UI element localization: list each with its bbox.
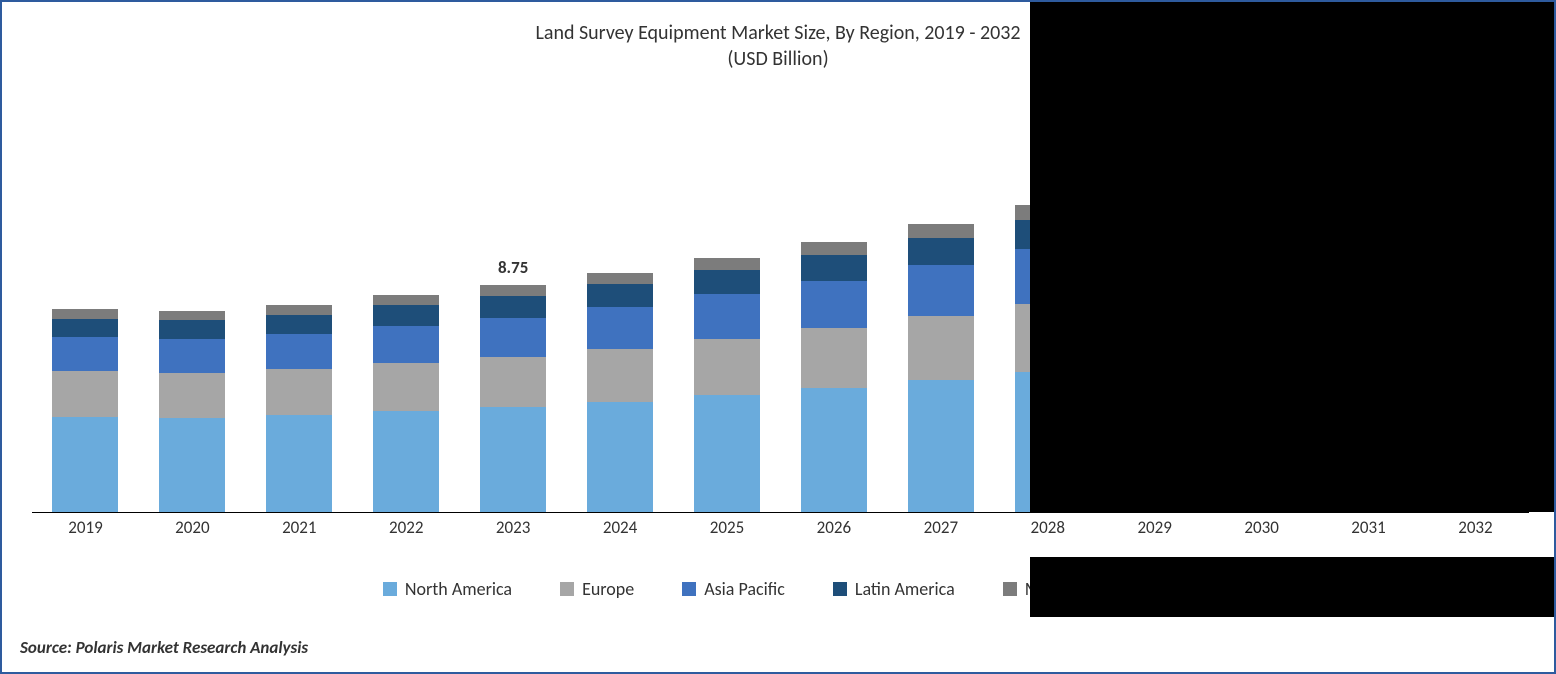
x-axis: 2019 2020 2021 2022 2023 2024 2025 2026 2027 2028…	[32, 517, 1529, 538]
segment-north-america	[159, 418, 225, 512]
legend-label: North America	[405, 578, 512, 600]
legend-swatch-icon	[383, 582, 397, 596]
legend-item-latin-america: Latin America	[833, 578, 955, 600]
x-tick-2032: 2032	[1442, 517, 1508, 538]
segment-asia-pacific	[159, 339, 225, 373]
legend-swatch-icon	[1003, 582, 1017, 596]
x-tick-2021: 2021	[266, 517, 332, 538]
x-tick-2028: 2028	[1015, 517, 1081, 538]
segment-latin-america	[480, 296, 546, 318]
title-line-1: Land Survey Equipment Market Size, By Re…	[535, 21, 1020, 45]
redaction-overlay-1	[1030, 557, 1554, 617]
x-tick-2031: 2031	[1336, 517, 1402, 538]
segment-europe	[373, 363, 439, 411]
segment-middle-east-africa	[159, 311, 225, 320]
legend-label: Asia Pacific	[704, 578, 785, 600]
bar-value-label: 8.75	[498, 257, 528, 278]
segment-europe	[801, 328, 867, 388]
segment-latin-america	[908, 238, 974, 265]
segment-asia-pacific	[266, 334, 332, 369]
segment-latin-america	[159, 320, 225, 339]
segment-asia-pacific	[801, 281, 867, 329]
bar-2019	[52, 309, 118, 512]
x-tick-2027: 2027	[908, 517, 974, 538]
x-tick-2023: 2023	[480, 517, 546, 538]
title-line-2: (USD Billion)	[727, 47, 828, 71]
x-tick-2025: 2025	[694, 517, 760, 538]
segment-middle-east-africa	[373, 295, 439, 305]
legend-item-north-america: North America	[383, 578, 512, 600]
x-tick-2024: 2024	[587, 517, 653, 538]
bar-2023: 8.75	[480, 285, 546, 512]
segment-europe	[266, 369, 332, 415]
segment-europe	[159, 373, 225, 418]
segment-asia-pacific	[52, 337, 118, 371]
segment-middle-east-africa	[480, 285, 546, 296]
segment-middle-east-africa	[266, 305, 332, 315]
segment-middle-east-africa	[801, 242, 867, 255]
legend-item-asia-pacific: Asia Pacific	[682, 578, 785, 600]
x-tick-2020: 2020	[159, 517, 225, 538]
segment-middle-east-africa	[908, 224, 974, 238]
segment-latin-america	[801, 255, 867, 281]
segment-latin-america	[694, 270, 760, 294]
bar-2022	[373, 295, 439, 512]
segment-north-america	[587, 402, 653, 512]
legend-label: Latin America	[855, 578, 955, 600]
x-tick-2026: 2026	[801, 517, 867, 538]
segment-north-america	[801, 388, 867, 512]
segment-middle-east-africa	[694, 258, 760, 270]
segment-asia-pacific	[694, 294, 760, 338]
chart-frame: Land Survey Equipment Market Size, By Re…	[0, 0, 1556, 674]
bar-2021	[266, 305, 332, 512]
legend-swatch-icon	[682, 582, 696, 596]
segment-middle-east-africa	[52, 309, 118, 318]
segment-europe	[52, 371, 118, 417]
bar-2027	[908, 224, 974, 512]
segment-asia-pacific	[587, 307, 653, 349]
bar-2025	[694, 258, 760, 512]
x-tick-2030: 2030	[1229, 517, 1295, 538]
segment-north-america	[52, 417, 118, 512]
segment-north-america	[266, 415, 332, 512]
legend-swatch-icon	[560, 582, 574, 596]
bar-2020	[159, 311, 225, 512]
source-attribution: Source: Polaris Market Research Analysis	[20, 637, 308, 658]
x-tick-2029: 2029	[1122, 517, 1188, 538]
segment-europe	[587, 349, 653, 402]
segment-latin-america	[373, 305, 439, 325]
segment-north-america	[480, 407, 546, 512]
legend-item-europe: Europe	[560, 578, 634, 600]
segment-latin-america	[52, 319, 118, 338]
segment-asia-pacific	[908, 265, 974, 316]
segment-north-america	[908, 380, 974, 512]
redaction-overlay-0	[1030, 2, 1554, 512]
bar-2024	[587, 273, 653, 512]
bar-2026	[801, 242, 867, 512]
x-tick-2019: 2019	[52, 517, 118, 538]
x-tick-2022: 2022	[373, 517, 439, 538]
segment-europe	[480, 357, 546, 408]
segment-europe	[908, 316, 974, 380]
legend-swatch-icon	[833, 582, 847, 596]
segment-middle-east-africa	[587, 273, 653, 284]
segment-asia-pacific	[480, 318, 546, 357]
legend-label: Europe	[582, 578, 634, 600]
segment-europe	[694, 339, 760, 395]
segment-north-america	[373, 411, 439, 512]
segment-latin-america	[587, 284, 653, 307]
segment-latin-america	[266, 315, 332, 334]
segment-north-america	[694, 395, 760, 512]
segment-asia-pacific	[373, 326, 439, 363]
